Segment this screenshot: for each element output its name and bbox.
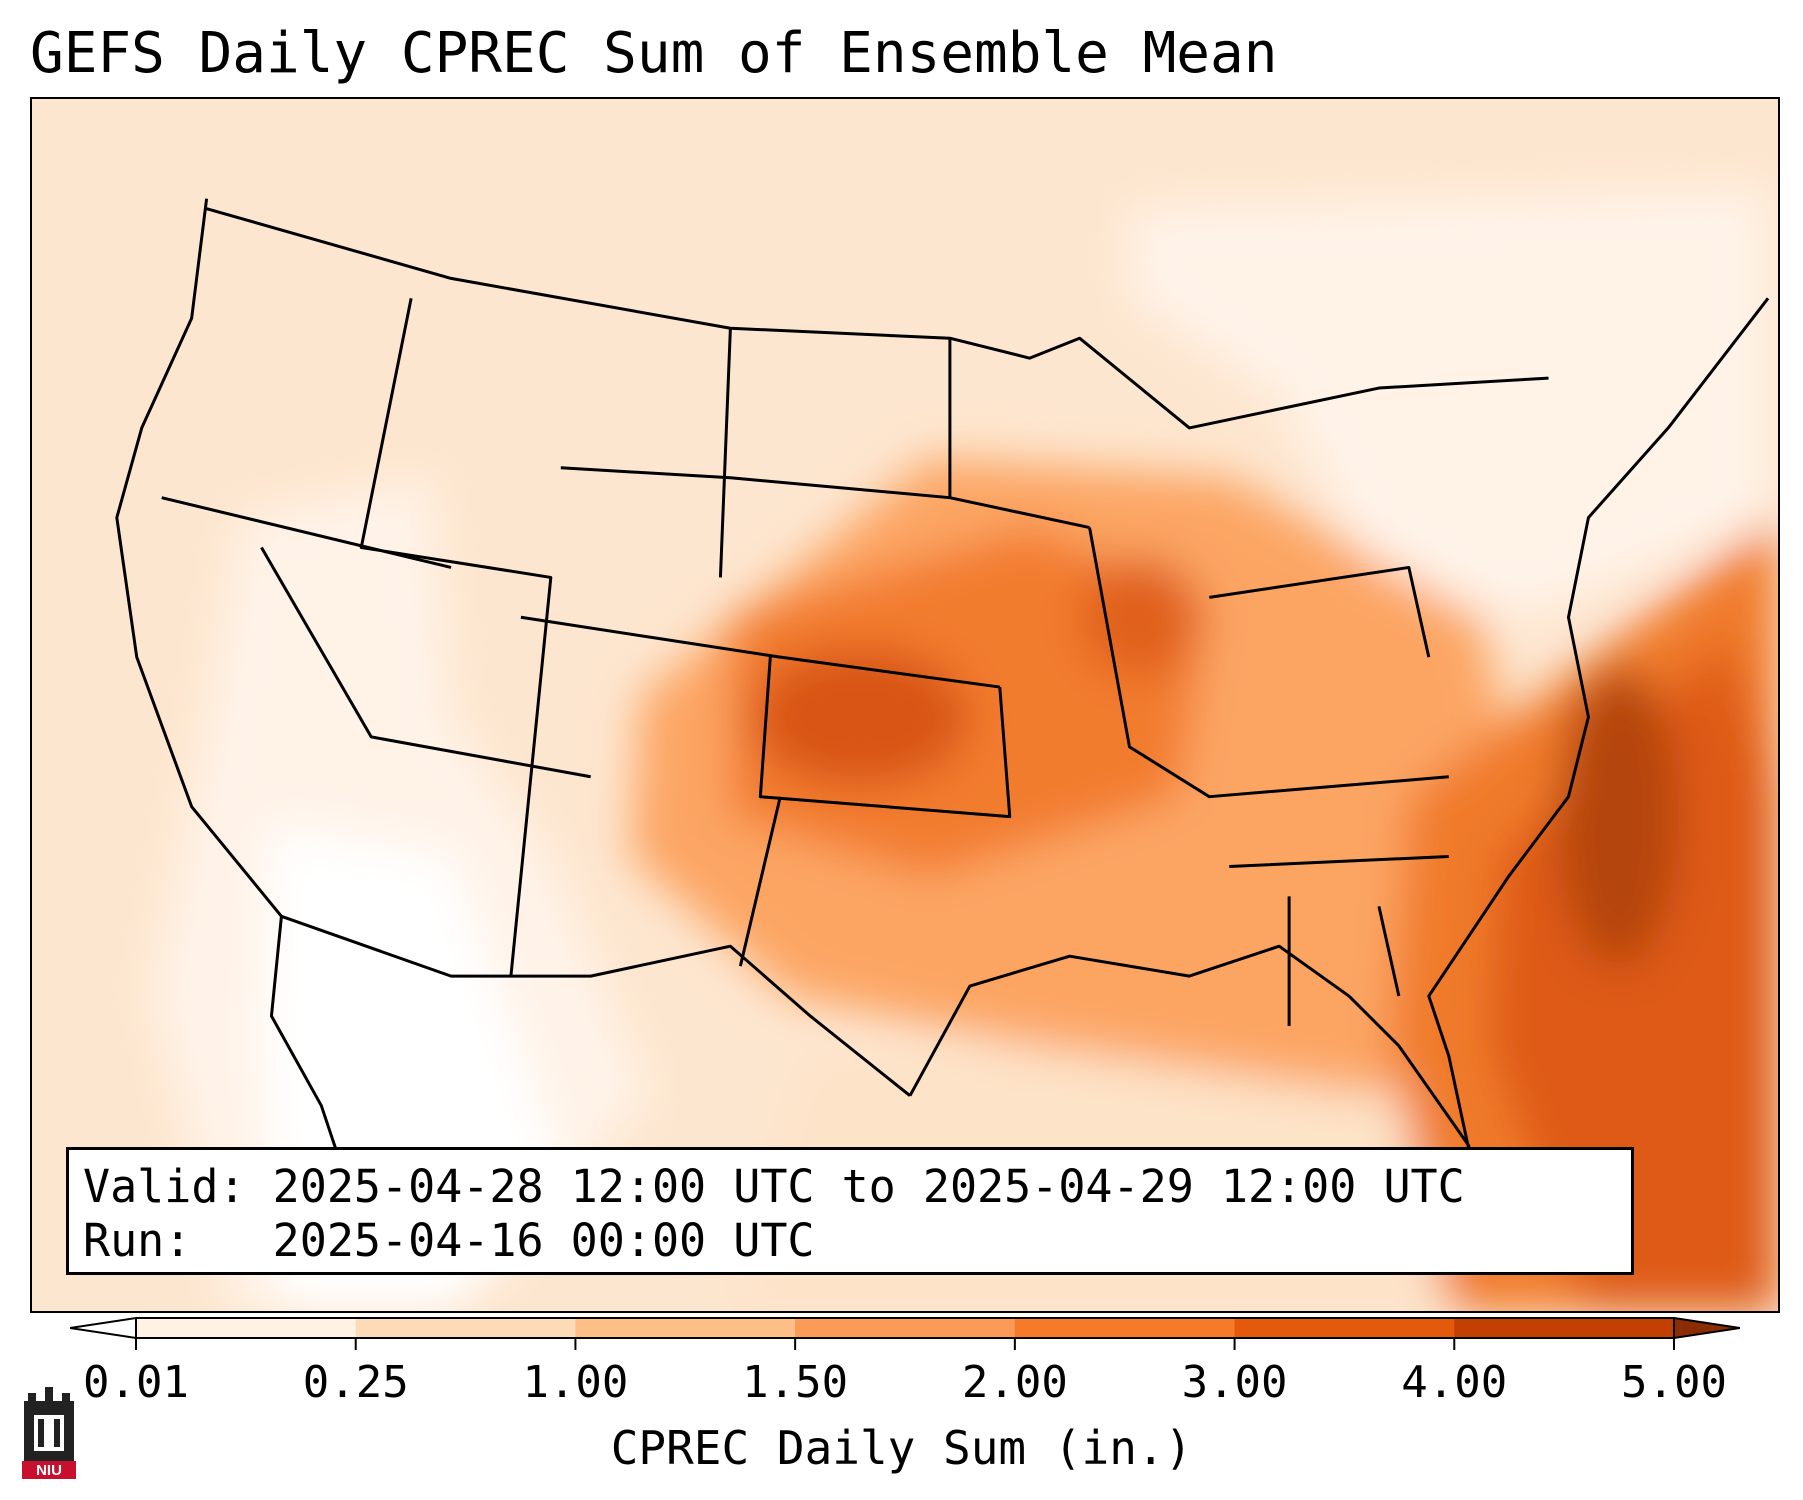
valid-run-info-box: Valid: 2025-04-28 12:00 UTC to 2025-04-2… [66, 1147, 1634, 1275]
page-title: GEFS Daily CPREC Sum of Ensemble Mean [30, 21, 1278, 86]
logo-text: NIU [36, 1462, 62, 1479]
valid-time-line: Valid: 2025-04-28 12:00 UTC to 2025-04-2… [83, 1160, 1617, 1214]
run-time-line: Run: 2025-04-16 00:00 UTC [83, 1214, 1617, 1268]
colorbar-tick-label: 1.50 [742, 1357, 849, 1408]
colorbar-ticks [135, 1338, 1675, 1350]
colorbar-tick-label: 5.00 [1621, 1357, 1727, 1408]
colorbar-under-arrow [70, 1316, 137, 1340]
run-label: Run: [83, 1214, 192, 1267]
state-line-central [520, 615, 1012, 967]
gulf-coast [908, 944, 1481, 1196]
colorbar-tick-label: 4.00 [1401, 1357, 1508, 1408]
colorbar-segment [1234, 1318, 1455, 1338]
colorbar-tick-label: 0.25 [302, 1357, 409, 1408]
precip-max-kansas [750, 647, 970, 787]
niu-tower-icon: NIU [22, 1387, 76, 1479]
precip-max-atlantic [1558, 667, 1679, 967]
precip-light-area-northeast [1129, 188, 1769, 618]
colorbar-segment [1014, 1318, 1236, 1338]
map-canvas [32, 99, 1778, 1311]
colorbar-segments [70, 1316, 1740, 1340]
us-mexico-border [280, 914, 911, 1097]
us-canada-border [206, 207, 1549, 430]
precip-max-illinois [1079, 557, 1200, 678]
colorbar-tick-label: 2.00 [961, 1357, 1068, 1408]
valid-label: Valid: [83, 1160, 246, 1213]
map-panel [30, 97, 1780, 1313]
precip-field [32, 99, 1778, 1311]
colorbar [70, 1316, 1740, 1350]
colorbar-over-arrow [1673, 1316, 1740, 1340]
colorbar-segment [136, 1318, 357, 1338]
atlantic-coast [1427, 297, 1770, 1196]
state-line-north-plains [560, 328, 1090, 578]
colorbar-segment [1454, 1318, 1675, 1338]
state-line-east [1088, 527, 1449, 1026]
colorbar-segment [355, 1318, 576, 1338]
state-boundaries [115, 198, 1770, 1226]
colorbar-tick-label: 1.00 [522, 1357, 629, 1408]
colorbar-label: CPREC Daily Sum (in.) [610, 1421, 1193, 1475]
us-west-coast [115, 198, 363, 1226]
colorbar-segment [575, 1318, 796, 1338]
state-line-west [161, 298, 591, 977]
run-value: 2025-04-16 00:00 UTC [272, 1214, 815, 1267]
colorbar-segment [795, 1318, 1016, 1338]
valid-value: 2025-04-28 12:00 UTC to 2025-04-29 12:00… [272, 1160, 1465, 1213]
colorbar-tick-label: 0.01 [83, 1357, 189, 1408]
colorbar-tick-label: 3.00 [1181, 1357, 1288, 1408]
